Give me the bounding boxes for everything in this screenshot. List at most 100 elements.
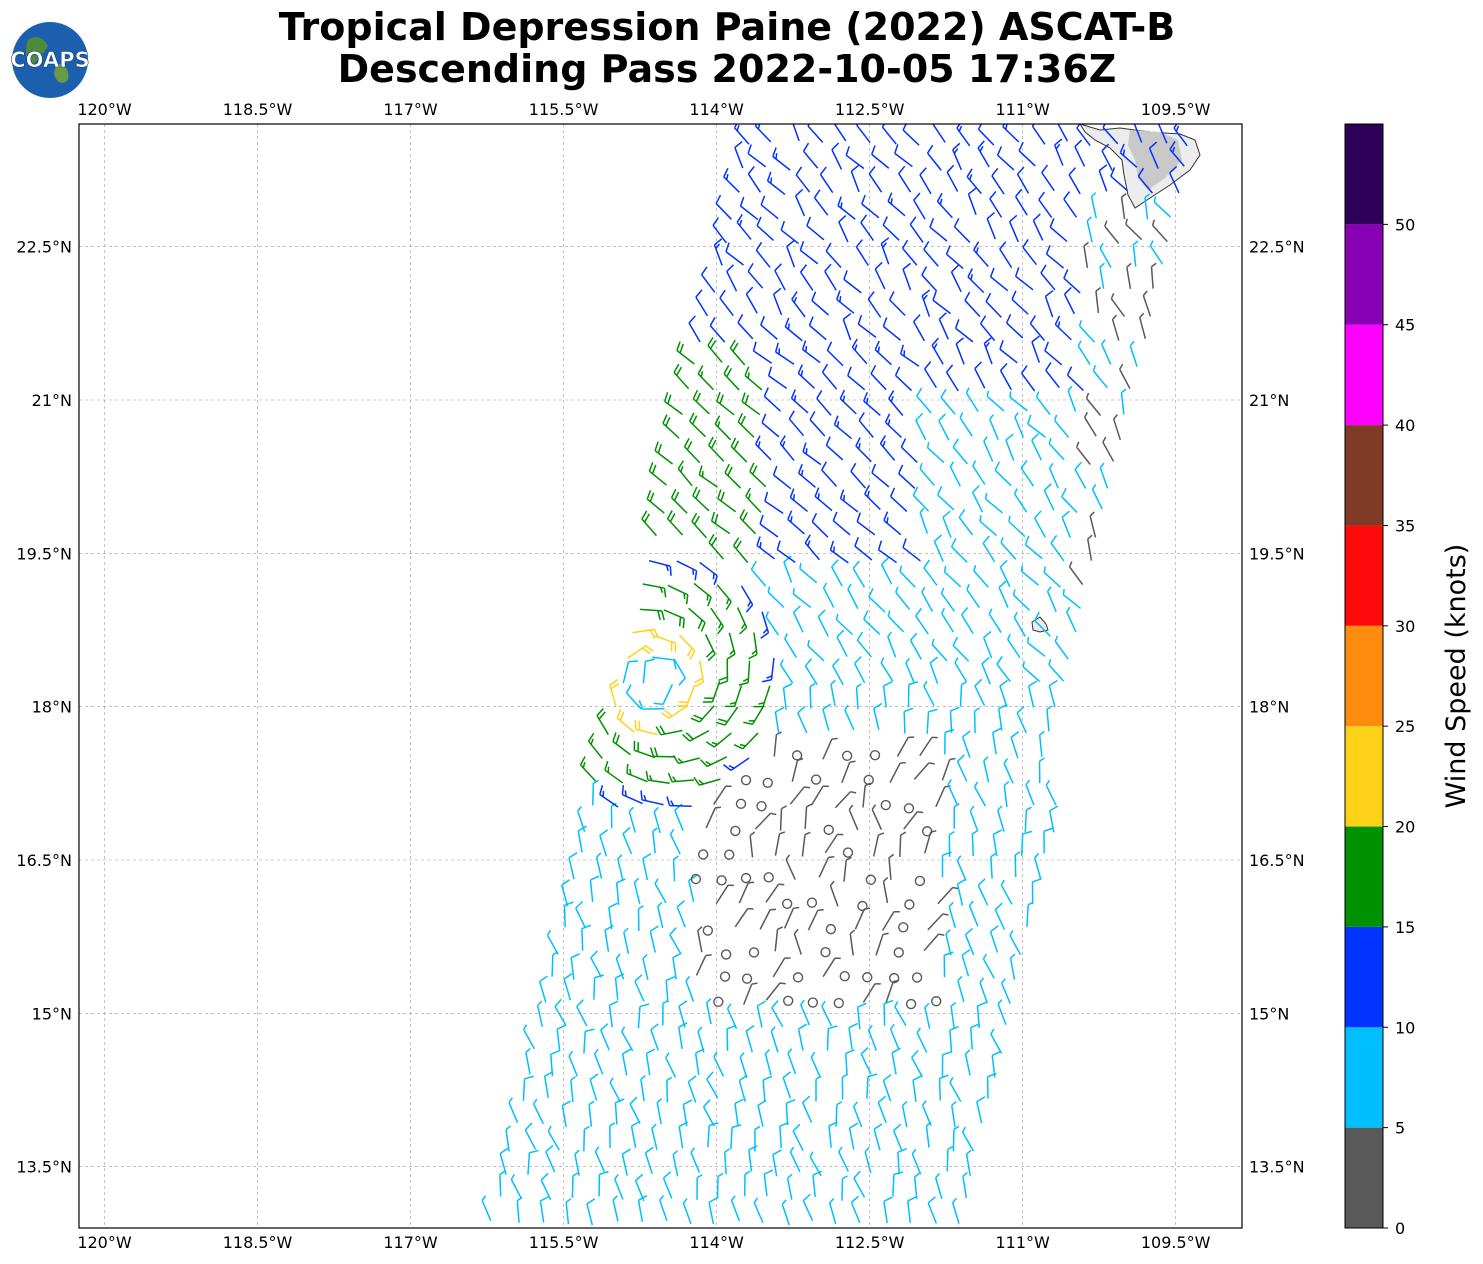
wind-barb	[943, 511, 951, 538]
wind-barb	[726, 243, 744, 265]
wind-barb	[1087, 393, 1101, 415]
wind-barb	[788, 511, 805, 534]
colorbar-tick-label: 10	[1395, 1018, 1415, 1037]
wind-barb	[641, 1076, 646, 1101]
wind-barb	[938, 888, 959, 904]
wind-barb	[643, 659, 654, 683]
wind-barb	[727, 1026, 736, 1051]
wind-barb	[673, 953, 681, 979]
wind-barb	[613, 732, 631, 754]
wind-barb	[735, 909, 753, 927]
wind-barb	[668, 773, 694, 782]
wind-barb	[668, 585, 688, 604]
wind-barb	[1096, 288, 1101, 313]
wind-barb	[1084, 242, 1088, 267]
calm-marker	[907, 1000, 916, 1009]
wind-barb	[825, 834, 843, 852]
wind-barb	[897, 737, 914, 756]
wind-barb	[677, 561, 697, 580]
wind-barb	[1090, 512, 1095, 537]
wind-barb	[728, 1004, 737, 1029]
wind-barb	[892, 1048, 900, 1074]
wind-barb	[930, 218, 947, 241]
wind-barb	[785, 634, 797, 658]
wind-barb	[746, 287, 757, 313]
calm-marker	[736, 799, 745, 808]
wind-barb	[984, 437, 993, 462]
wind-barb	[850, 1123, 858, 1149]
wind-barb	[738, 607, 747, 633]
wind-barb	[1055, 415, 1069, 438]
wind-barb	[874, 703, 882, 729]
wind-barb	[713, 218, 726, 243]
wind-barb	[886, 980, 899, 1002]
wind-barb	[857, 684, 862, 709]
wind-barb	[947, 365, 959, 391]
wind-barb	[936, 1173, 942, 1198]
calm-marker	[905, 900, 914, 909]
wind-barb	[683, 731, 709, 741]
calm-marker	[858, 901, 867, 910]
wind-barb	[790, 489, 807, 512]
wind-barb	[967, 584, 980, 607]
wind-barb	[702, 267, 715, 292]
calm-marker	[826, 925, 835, 934]
calm-marker	[764, 873, 773, 882]
colorbar-tick-label: 35	[1395, 516, 1415, 535]
wind-barb	[844, 270, 861, 292]
wind-barb	[742, 393, 760, 415]
wind-barb	[511, 1174, 521, 1198]
wind-barb	[944, 952, 953, 977]
wind-barb	[653, 828, 658, 853]
wind-barb	[600, 830, 608, 857]
wind-barb	[1065, 287, 1075, 313]
calm-marker	[757, 802, 766, 811]
wind-barb	[745, 1171, 750, 1196]
wind-barb	[971, 1024, 980, 1050]
wind-barb	[689, 876, 697, 902]
wind-barb	[655, 442, 672, 464]
wind-barb	[599, 1172, 608, 1197]
wind-barb	[584, 1029, 594, 1053]
wind-barb	[709, 437, 724, 461]
wind-barb	[651, 1024, 658, 1051]
wind-barb	[790, 1147, 800, 1172]
wind-barb	[658, 902, 663, 927]
wind-barb	[884, 1197, 892, 1223]
wind-barb	[764, 1170, 773, 1196]
wind-barb	[696, 955, 711, 976]
wind-barb	[884, 682, 893, 708]
wind-barb	[785, 318, 802, 341]
wind-barb	[962, 950, 970, 977]
wind-barb	[875, 262, 885, 288]
wind-barb	[924, 934, 944, 951]
wind-barb	[963, 1127, 974, 1151]
wind-barb	[617, 709, 634, 732]
wind-barb	[954, 218, 969, 242]
wind-barb	[823, 364, 837, 389]
wind-barb	[595, 1147, 604, 1172]
wind-barb	[636, 1174, 644, 1201]
wind-barb	[910, 217, 923, 243]
wind-barb	[706, 807, 721, 828]
colorbar-bin	[1345, 425, 1383, 525]
wind-barb	[981, 316, 995, 341]
wind-barb	[1049, 438, 1064, 460]
wind-barb	[725, 1149, 730, 1174]
wind-barb	[849, 1023, 857, 1049]
wind-barb	[784, 684, 793, 710]
wind-barb	[958, 755, 967, 781]
wind-barb	[990, 191, 1002, 217]
calm-marker	[714, 997, 723, 1006]
wind-barb	[749, 633, 757, 659]
lon-tick-label-bottom: 118.5°W	[223, 1233, 293, 1252]
wind-barb	[629, 807, 635, 832]
wind-barb	[720, 290, 733, 315]
wind-barb	[832, 143, 842, 169]
wind-barb	[500, 1171, 505, 1196]
calm-marker	[843, 848, 852, 857]
colorbar-tick-label: 30	[1395, 617, 1415, 636]
wind-barb	[989, 609, 1001, 633]
calm-marker	[866, 875, 875, 884]
wind-barb	[1102, 340, 1111, 365]
